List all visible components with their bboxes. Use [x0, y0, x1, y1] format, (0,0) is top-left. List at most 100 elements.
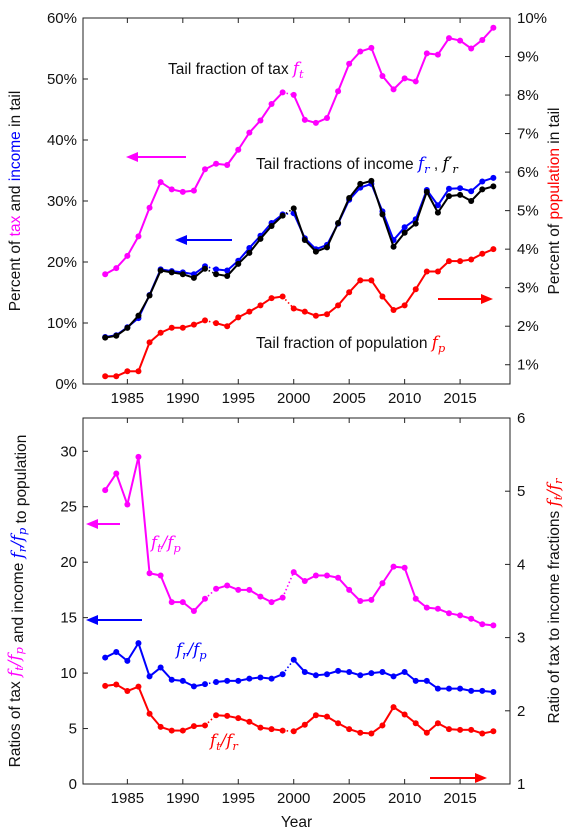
data-point [379, 211, 386, 218]
data-point [468, 687, 475, 694]
data-point [390, 307, 397, 314]
data-point [434, 268, 441, 275]
series-line-segment [104, 472, 118, 491]
data-point [490, 728, 497, 735]
data-point [324, 671, 330, 678]
series-line-segment [437, 37, 450, 56]
series-line-segment [381, 214, 395, 248]
data-point [190, 274, 197, 281]
data-point [268, 295, 275, 302]
data-point [135, 233, 142, 240]
y-axis-label-part: income [7, 131, 24, 181]
data-point [324, 244, 330, 251]
data-point [479, 178, 486, 185]
y-tick-label-right: 8% [517, 87, 539, 104]
data-point [312, 712, 319, 719]
data-point [434, 51, 441, 58]
data-point [390, 563, 397, 570]
math-symbol: f [208, 731, 219, 750]
series-line-segment [226, 149, 240, 166]
data-point [412, 720, 419, 727]
y-tick-label-right: 2 [517, 703, 525, 720]
series-line-segment [126, 235, 140, 257]
y-tick-label-left: 20 [60, 554, 77, 571]
data-point [457, 37, 464, 44]
series-ft_fp [102, 453, 497, 629]
series-fr_fp [102, 640, 497, 695]
data-point [124, 368, 131, 375]
data-point [257, 593, 264, 600]
data-point [279, 212, 286, 219]
data-point [113, 470, 120, 477]
data-point [457, 258, 464, 265]
y-tick-label-left: 10% [47, 315, 77, 332]
data-point [290, 205, 297, 212]
series-line-segment [237, 132, 251, 151]
y-axis-label-right: Ratio of tax to income fractions ft/fr [544, 477, 565, 724]
annotation-tax: Tail fraction of tax ft [168, 59, 304, 81]
data-point [446, 685, 452, 692]
data-point [179, 324, 186, 331]
data-point [301, 116, 308, 123]
data-point [479, 621, 486, 628]
annotation-ft-fr: ft/fr [208, 731, 239, 753]
math-subscript: t [12, 666, 26, 671]
x-tick-label: 2005 [332, 390, 365, 407]
math-symbol: f [149, 533, 160, 552]
data-point [490, 246, 497, 253]
x-tick-label: 1985 [111, 790, 144, 807]
data-point [434, 209, 441, 216]
annotation-ft-fp: ft/fp [149, 533, 181, 555]
data-point [379, 72, 386, 79]
series-line-segment [403, 567, 417, 600]
data-point [379, 668, 386, 675]
series-line-segment [148, 181, 162, 209]
data-point [401, 564, 408, 571]
data-point [290, 91, 297, 98]
data-point [190, 723, 197, 730]
math-subscript: t [551, 495, 565, 500]
data-point [401, 711, 408, 718]
series-line-segment [126, 642, 140, 662]
data-point [279, 594, 286, 601]
math-symbol: f′ [441, 154, 453, 173]
data-point [213, 160, 220, 167]
x-tick-label: 1990 [166, 390, 199, 407]
data-point [468, 726, 475, 733]
data-point [146, 570, 153, 577]
data-point [213, 266, 220, 273]
y-axis-label-left: Ratios of tax ft/fp and income fr/fp to … [5, 435, 30, 768]
data-point [102, 682, 109, 689]
data-point [268, 675, 275, 682]
data-point [401, 224, 408, 231]
math-symbol: /f [160, 533, 177, 552]
data-point [335, 302, 342, 309]
data-point [324, 311, 330, 318]
data-point [235, 586, 242, 593]
math-subscript: r [182, 648, 189, 662]
math-subscript: r [424, 162, 431, 176]
data-point [179, 727, 186, 734]
series-line-segment [337, 63, 351, 92]
series-line-segment [326, 222, 340, 248]
data-point [235, 715, 242, 722]
data-point [168, 269, 175, 276]
y-axis-label-part: Percent of [546, 220, 563, 295]
data-point [146, 710, 153, 717]
data-point [368, 177, 375, 184]
data-point [102, 654, 109, 661]
data-point [157, 572, 164, 579]
data-point [423, 677, 430, 684]
data-point [357, 277, 364, 284]
data-point [412, 286, 419, 293]
math-symbol: /f [219, 731, 236, 750]
data-point [135, 640, 142, 647]
data-point [324, 713, 330, 720]
math-subscript: t [157, 541, 162, 555]
y-axis-label-part: in tail [546, 107, 563, 148]
data-point [279, 293, 286, 300]
data-point [312, 248, 319, 255]
data-point [235, 260, 242, 267]
y-tick-label-right: 10% [517, 10, 547, 27]
data-point [202, 681, 208, 688]
